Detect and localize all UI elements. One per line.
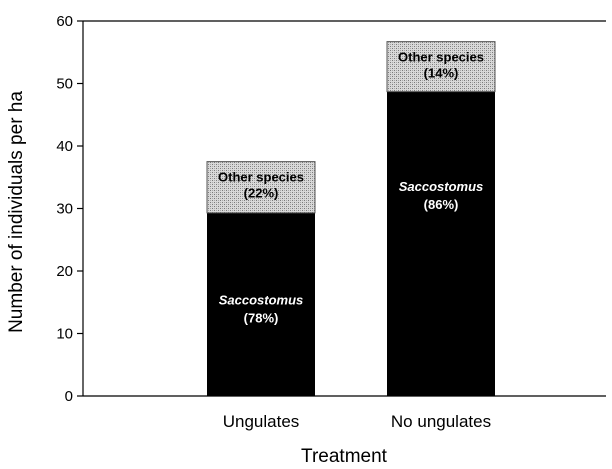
other-species-percent-label: (14%) (424, 66, 459, 81)
bar-segment-other-species (386, 41, 496, 93)
other-species-percent-label: (22%) (244, 186, 279, 201)
x-axis-title: Treatment (301, 446, 388, 467)
y-tick-label: 20 (56, 263, 73, 280)
y-axis-title: Number of individuals per ha (6, 91, 27, 333)
y-tick-label: 0 (65, 388, 73, 405)
y-tick-label: 60 (56, 13, 73, 30)
bars: Saccostomus(78%)Other species(22%) Saccos… (206, 41, 496, 396)
bar-segment-saccostomus (207, 212, 315, 396)
other-species-label: Other species (398, 50, 484, 65)
saccostomus-percent-label: (86%) (424, 197, 459, 212)
x-tick-label: Ungulates (223, 412, 300, 431)
bar-segment-saccostomus (387, 91, 495, 396)
saccostomus-label: Saccostomus (219, 292, 304, 307)
bar-segment-other-species (206, 161, 316, 214)
y-tick-label: 40 (56, 138, 73, 155)
y-tick-label: 10 (56, 326, 73, 343)
y-axis-ticks: 0 10 20 30 40 50 60 (56, 13, 83, 405)
other-species-label: Other species (218, 170, 304, 185)
y-tick-label: 50 (56, 76, 73, 93)
x-axis-ticks: Ungulates No ungulates (223, 412, 491, 431)
saccostomus-percent-label: (78%) (244, 310, 279, 325)
saccostomus-label: Saccostomus (399, 179, 484, 194)
x-tick-label: No ungulates (391, 412, 491, 431)
y-tick-label: 30 (56, 201, 73, 218)
axes (82, 20, 606, 397)
